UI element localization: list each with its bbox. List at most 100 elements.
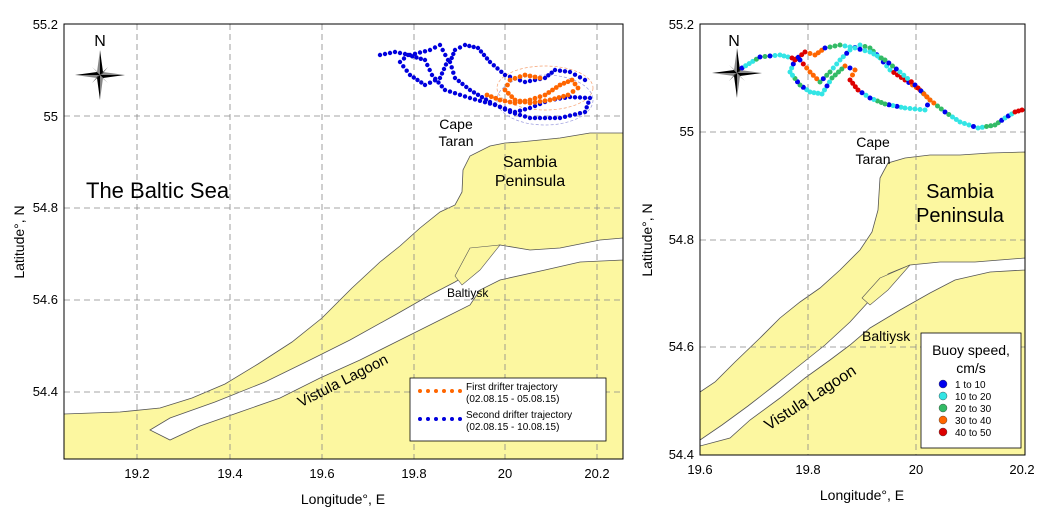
north-arrow-icon bbox=[75, 50, 125, 100]
first-drifter-point bbox=[542, 92, 548, 98]
buoy-speed-point bbox=[839, 66, 845, 72]
buoy-speed-point bbox=[847, 44, 853, 50]
second-drifter-point bbox=[404, 68, 409, 73]
first-drifter-point bbox=[488, 94, 494, 100]
buoy-speed-point bbox=[875, 53, 880, 59]
first-drifter-point bbox=[557, 82, 563, 88]
legend-dot bbox=[458, 389, 462, 393]
buoy-speed-point bbox=[887, 67, 893, 73]
buoy-speed-point bbox=[789, 65, 795, 71]
second-drifter-point bbox=[377, 52, 383, 58]
second-drifter-point bbox=[512, 111, 518, 116]
first-drifter-point bbox=[556, 95, 562, 100]
second-drifter-point bbox=[567, 69, 573, 75]
buoy-speed-point bbox=[927, 97, 933, 103]
legend-dot bbox=[458, 417, 462, 421]
sea-label: The Baltic Sea bbox=[86, 178, 230, 203]
buoy-speed-point bbox=[901, 72, 907, 78]
right-xtick: 19.8 bbox=[795, 462, 820, 477]
left-xtick: 19.2 bbox=[124, 466, 149, 481]
buoy-speed-point bbox=[830, 65, 836, 71]
buoy-speed-point bbox=[757, 54, 763, 60]
first-drifter-point bbox=[505, 82, 510, 88]
second-drifter-point bbox=[410, 54, 415, 59]
second-drifter-point bbox=[422, 82, 428, 88]
first-drifter-point bbox=[572, 81, 578, 87]
legend-dot bbox=[426, 417, 430, 421]
second-drifter-point bbox=[552, 67, 558, 73]
left-legend-box bbox=[409, 377, 607, 442]
right-ytick: 55.2 bbox=[669, 17, 694, 32]
buoy-speed-point bbox=[807, 51, 813, 56]
first-drifter-point bbox=[522, 99, 528, 105]
speed-legend-dot bbox=[938, 415, 948, 425]
second-drifter-point bbox=[467, 87, 473, 93]
second-drifter-point bbox=[502, 107, 508, 112]
second-drifter-point bbox=[546, 73, 551, 78]
buoy-speed-point bbox=[975, 125, 981, 131]
second-drifter-point bbox=[557, 68, 563, 73]
second-drifter-point bbox=[572, 72, 578, 77]
left-ytick: 55 bbox=[44, 109, 58, 124]
buoy-speed-point bbox=[890, 103, 896, 109]
buoy-speed-point bbox=[836, 69, 841, 75]
second-drifter-point bbox=[427, 80, 433, 85]
second-drifter-point bbox=[467, 43, 472, 49]
right-legend-box bbox=[920, 332, 1022, 449]
cape-label: Cape bbox=[856, 134, 890, 150]
first-drifter-point bbox=[505, 90, 511, 96]
baltiysk-label: Baltiysk bbox=[862, 328, 911, 344]
buoy-speed-point bbox=[966, 122, 972, 128]
second-drifter-point bbox=[532, 115, 538, 121]
peninsula-label: Sambia bbox=[926, 181, 995, 203]
second-drifter-point bbox=[447, 59, 453, 65]
second-drifter-point bbox=[477, 98, 483, 104]
buoy-speed-point bbox=[886, 102, 892, 108]
buoy-speed-point bbox=[781, 53, 787, 59]
second-drifter-point bbox=[557, 115, 563, 121]
first-drifter-point bbox=[553, 85, 559, 90]
buoy-speed-point bbox=[867, 49, 873, 55]
second-drifter-point bbox=[532, 103, 538, 109]
first-drifter-point bbox=[570, 89, 576, 94]
first-drifter-point bbox=[507, 99, 513, 105]
right-xlabel: Longitude°, E bbox=[820, 487, 904, 503]
second-drifter-point bbox=[478, 49, 484, 54]
second-drifter-point bbox=[417, 50, 423, 55]
buoy-speed-point bbox=[890, 63, 895, 69]
buoy-speed-point bbox=[931, 100, 937, 106]
second-drifter-point bbox=[577, 75, 583, 80]
second-drifter-point bbox=[517, 108, 523, 113]
second-drifter-point bbox=[537, 115, 543, 121]
second-drifter-point bbox=[405, 52, 411, 58]
buoy-speed-point bbox=[953, 117, 959, 122]
legend-dot bbox=[442, 417, 446, 421]
left-xtick: 19.6 bbox=[309, 466, 334, 481]
second-drifter-point bbox=[587, 95, 593, 101]
buoy-speed-point bbox=[822, 45, 828, 51]
buoy-speed-point bbox=[882, 57, 888, 63]
first-drifter-point bbox=[532, 99, 538, 105]
right-map: 19.6 19.8 20 20.2 55.2 55 54.8 54.6 54.4… bbox=[639, 17, 1035, 503]
buoy-speed-point bbox=[802, 49, 808, 55]
speed-legend-label: 10 to 20 bbox=[955, 392, 992, 403]
speed-legend-title: Buoy speed, bbox=[932, 342, 1010, 358]
second-drifter-point bbox=[440, 47, 445, 53]
cape-label: Cape bbox=[439, 116, 473, 132]
second-drifter-point bbox=[387, 50, 393, 56]
legend-dot bbox=[450, 389, 454, 393]
first-drifter-point bbox=[569, 77, 575, 83]
second-drifter-point bbox=[447, 89, 453, 94]
second-drifter-point bbox=[471, 44, 476, 50]
second-drifter-point bbox=[427, 47, 433, 53]
second-drifter-point bbox=[457, 92, 463, 98]
second-drifter-point bbox=[527, 78, 533, 84]
buoy-speed-point bbox=[984, 124, 989, 129]
left-legend: First drifter trajectory (02.08.15 - 05.… bbox=[409, 377, 607, 442]
second-drifter-point bbox=[479, 95, 485, 100]
second-drifter-point bbox=[522, 107, 528, 112]
second-drifter-point bbox=[462, 94, 468, 99]
